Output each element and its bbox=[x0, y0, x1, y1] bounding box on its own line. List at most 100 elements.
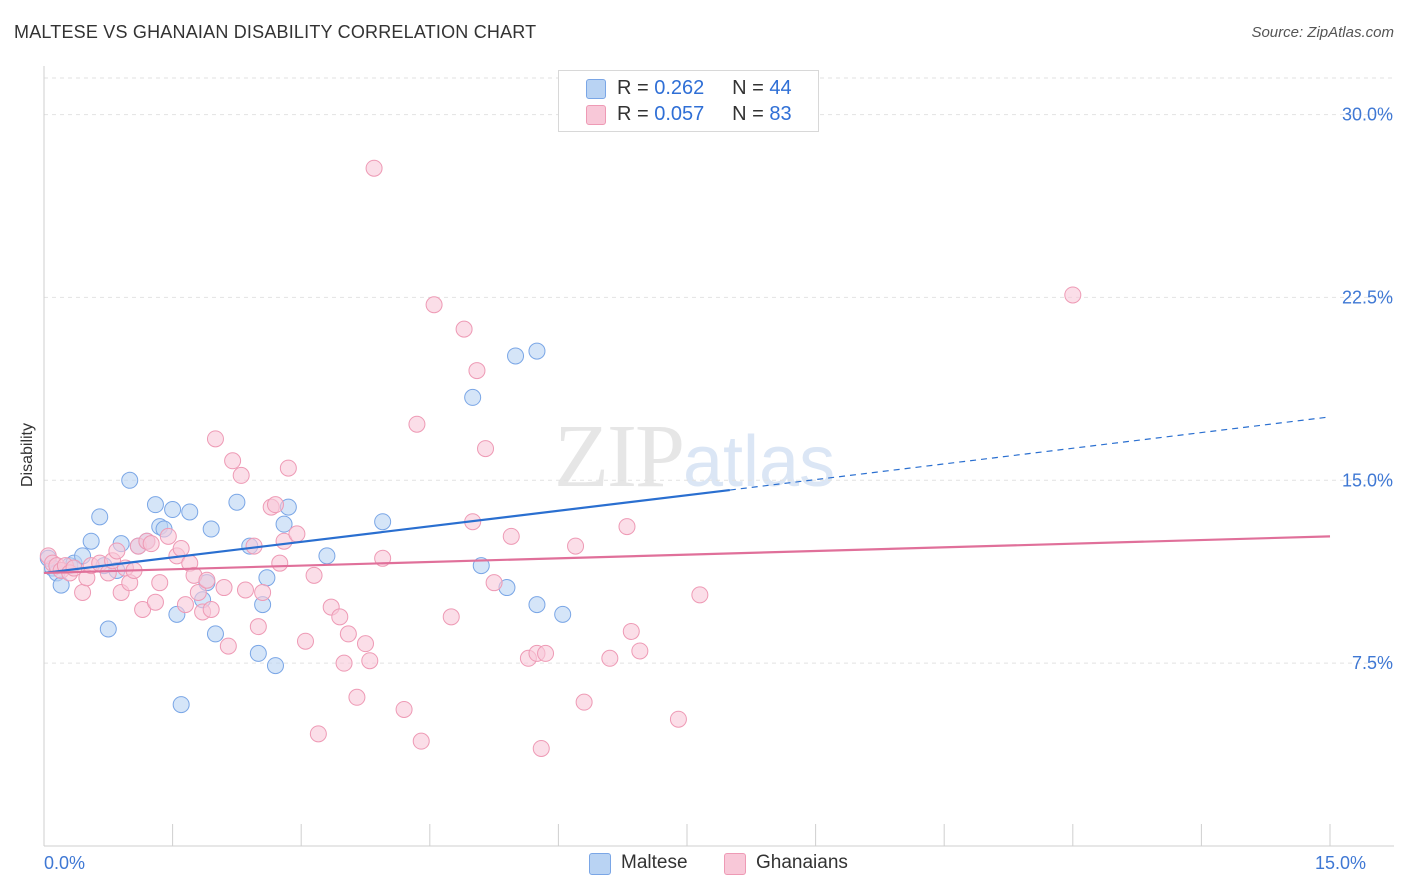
r-value-maltese: 0.262 bbox=[654, 77, 705, 99]
maltese-point bbox=[258, 569, 276, 587]
ghanaians-point bbox=[395, 700, 413, 718]
y-tick-label: 15.0% bbox=[1342, 470, 1393, 490]
watermark-zip: ZIP bbox=[554, 407, 685, 506]
ghanaians-point bbox=[266, 496, 284, 514]
ghanaians-point bbox=[455, 320, 473, 338]
ghanaians-point bbox=[485, 574, 503, 592]
ghanaians-point bbox=[159, 527, 177, 545]
ghanaians-point bbox=[532, 739, 550, 757]
ghanaians-point bbox=[502, 527, 520, 545]
maltese-legend-label: Maltese bbox=[621, 852, 688, 873]
ghanaians-point bbox=[361, 652, 379, 670]
x-tick-label: 0.0% bbox=[44, 853, 85, 873]
ghanaians-point bbox=[309, 725, 327, 743]
ghanaians-point bbox=[271, 554, 289, 572]
ghanaians-point bbox=[134, 601, 152, 619]
ghanaians-point bbox=[198, 571, 216, 589]
ghanaians-point bbox=[335, 654, 353, 672]
ghanaians-point bbox=[412, 732, 430, 750]
ghanaians-point bbox=[146, 593, 164, 611]
maltese-point bbox=[202, 520, 220, 538]
x-tick-label: 15.0% bbox=[1315, 853, 1366, 873]
ghanaians-point bbox=[279, 459, 297, 477]
maltese-point bbox=[99, 620, 117, 638]
ghanaians-legend-label: Ghanaians bbox=[756, 852, 848, 873]
maltese-point bbox=[528, 596, 546, 614]
ghanaians-trend-line bbox=[43, 535, 1331, 575]
ghanaians-point bbox=[331, 608, 349, 626]
ghanaians-point bbox=[151, 574, 169, 592]
ghanaians-point bbox=[357, 635, 374, 653]
maltese-point bbox=[554, 605, 572, 623]
n-label: N = bbox=[732, 103, 764, 125]
r-label: R = bbox=[617, 103, 649, 125]
maltese-point bbox=[146, 496, 164, 514]
ghanaians-point bbox=[215, 579, 233, 597]
ghanaians-point bbox=[669, 710, 687, 728]
y-tick-label: 30.0% bbox=[1342, 105, 1393, 125]
maltese-point bbox=[82, 532, 100, 550]
ghanaians-point bbox=[74, 583, 92, 601]
maltese-point bbox=[318, 547, 336, 565]
ghanaians-swatch bbox=[586, 105, 606, 125]
ghanaians-point bbox=[288, 525, 306, 543]
y-tick-label: 7.5% bbox=[1352, 653, 1393, 673]
ghanaians-point bbox=[477, 440, 495, 458]
watermark-atlas: atlas bbox=[683, 422, 836, 502]
ghanaians-point bbox=[425, 296, 443, 314]
maltese-point bbox=[275, 515, 293, 533]
maltese-point bbox=[374, 513, 392, 531]
y-axis-label: Disability bbox=[19, 422, 36, 488]
maltese-point bbox=[181, 503, 199, 521]
ghanaians-point bbox=[618, 518, 636, 536]
source-note: Source: ZipAtlas.com bbox=[1251, 24, 1394, 41]
ghanaians-point bbox=[176, 596, 194, 614]
maltese-trend-extension bbox=[729, 416, 1331, 491]
ghanaians-point bbox=[339, 625, 357, 643]
maltese-point bbox=[228, 493, 246, 511]
maltese-point bbox=[249, 644, 267, 662]
ghanaians-point bbox=[189, 583, 207, 601]
ghanaians-point bbox=[232, 466, 250, 484]
ghanaians-point bbox=[202, 601, 220, 619]
ghanaians-point bbox=[442, 608, 460, 626]
r-value-ghanaians: 0.057 bbox=[654, 103, 705, 125]
maltese-swatch bbox=[586, 79, 606, 99]
ghanaians-point bbox=[296, 632, 314, 650]
ghanaians-point bbox=[468, 362, 486, 380]
ghanaians-point bbox=[575, 693, 593, 711]
maltese-point bbox=[121, 471, 139, 489]
n-label: N = bbox=[732, 77, 764, 99]
maltese-point bbox=[266, 657, 284, 675]
ghanaians-point bbox=[1064, 286, 1082, 304]
ghanaians-point bbox=[142, 535, 160, 553]
chart-title: MALTESE VS GHANAIAN DISABILITY CORRELATI… bbox=[14, 22, 537, 42]
ghanaians-point bbox=[365, 159, 383, 177]
ghanaians-point bbox=[691, 586, 709, 604]
ghanaians-legend-swatch bbox=[724, 853, 746, 875]
ghanaians-point bbox=[348, 688, 366, 706]
watermark: ZIPatlas bbox=[554, 405, 835, 508]
ghanaians-point bbox=[408, 415, 426, 433]
maltese-point bbox=[164, 501, 182, 519]
maltese-legend-swatch bbox=[589, 853, 611, 875]
ghanaians-point bbox=[537, 644, 555, 662]
maltese-point bbox=[172, 696, 190, 714]
ghanaians-point bbox=[622, 622, 640, 640]
ghanaians-point bbox=[631, 642, 649, 660]
ghanaians-point bbox=[249, 618, 267, 636]
maltese-point bbox=[91, 508, 109, 526]
ghanaians-point bbox=[236, 581, 254, 599]
maltese-point bbox=[528, 342, 546, 360]
maltese-trend-line bbox=[43, 488, 730, 575]
y-tick-label: 22.5% bbox=[1342, 287, 1393, 307]
maltese-point bbox=[206, 625, 224, 643]
ghanaians-point bbox=[224, 452, 242, 470]
n-value-ghanaians: 83 bbox=[769, 103, 792, 125]
r-label: R = bbox=[617, 77, 649, 99]
ghanaians-point bbox=[305, 566, 323, 584]
ghanaians-point bbox=[219, 637, 237, 655]
ghanaians-point bbox=[108, 542, 126, 560]
ghanaians-point bbox=[567, 537, 585, 555]
